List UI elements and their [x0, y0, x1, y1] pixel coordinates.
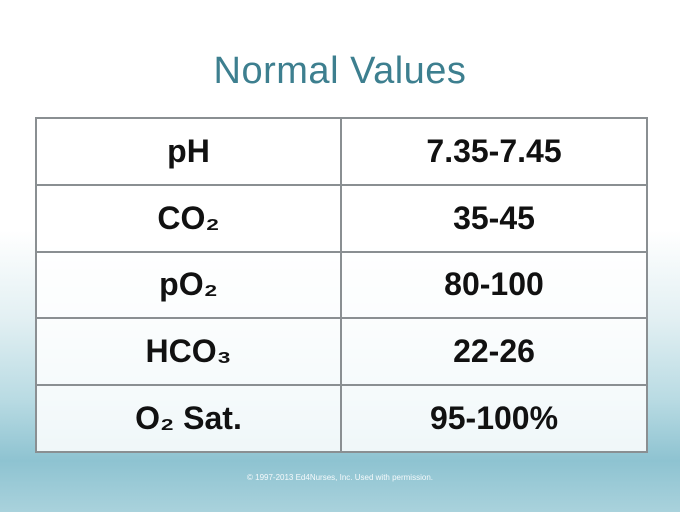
table-row: CO₂ 35-45: [35, 183, 648, 253]
parameter-cell: CO₂: [35, 183, 342, 253]
range-cell: 7.35-7.45: [340, 117, 648, 186]
table-row: pH 7.35-7.45: [35, 117, 648, 186]
values-table: pH 7.35-7.45 CO₂ 35-45 pO₂ 80-100 HCO₃ 22-26 O₂ …: [35, 117, 648, 453]
table-row: O₂ Sat. 95-100%: [35, 384, 648, 453]
parameter-cell: O₂ Sat.: [35, 384, 342, 453]
table-row: HCO₃ 22-26: [35, 317, 648, 387]
slide-title: Normal Values: [213, 50, 467, 92]
range-cell: 80-100: [340, 250, 648, 320]
parameter-cell: pO₂: [35, 250, 342, 320]
table-row: pO₂ 80-100: [35, 250, 648, 320]
parameter-cell: HCO₃: [35, 317, 342, 387]
range-cell: 95-100%: [340, 384, 648, 453]
copyright-footer: © 1997-2013 Ed4Nurses, Inc. Used with pe…: [247, 473, 433, 482]
parameter-cell: pH: [35, 117, 342, 186]
range-cell: 22-26: [340, 317, 648, 387]
range-cell: 35-45: [340, 183, 648, 253]
